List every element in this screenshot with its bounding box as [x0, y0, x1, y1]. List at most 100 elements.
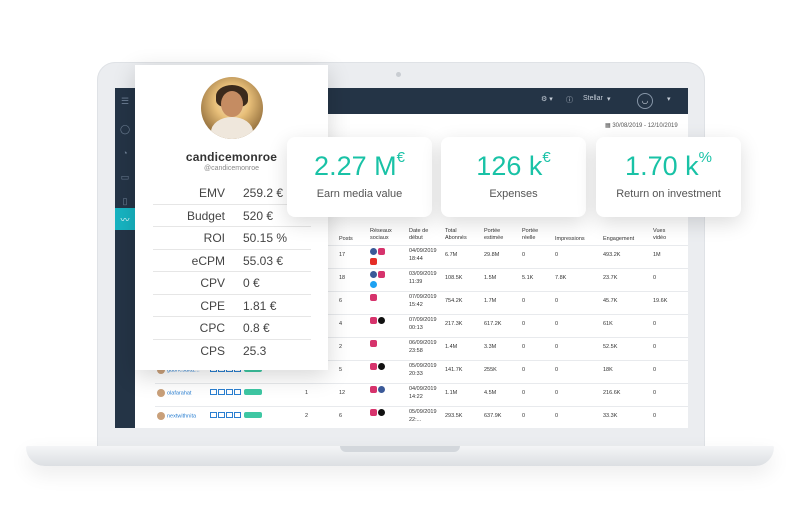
user-name[interactable]: olafarahat	[167, 390, 192, 397]
edit-icon[interactable]	[226, 389, 233, 395]
menu-icon[interactable]: ☰	[120, 95, 130, 106]
cell-posts: 17	[339, 252, 346, 258]
tk-icon[interactable]	[378, 409, 385, 416]
cell-impressions: 0	[555, 252, 559, 258]
metric-row: CPS 25.3	[153, 340, 311, 363]
user-name[interactable]: gabriesalaz...	[167, 367, 200, 374]
sidebar-item-check-icon[interactable]: ◯	[119, 123, 131, 134]
metric-value: 0 €	[243, 276, 260, 290]
cell-impressions: 0	[555, 413, 559, 419]
row-actions	[210, 412, 262, 419]
ig-icon[interactable]	[370, 386, 377, 393]
kpi-earned-media-value: 2.27 M€ Earn media value	[287, 137, 432, 217]
cell-posts: 6	[339, 298, 343, 304]
metric-value: 50.15 %	[243, 231, 288, 245]
metric-row: ROI 50.15 %	[153, 227, 311, 250]
cell-time: 20:33	[409, 371, 423, 377]
cell-abonnes: 217.3K	[445, 321, 463, 327]
doc-icon[interactable]	[218, 412, 225, 418]
tw-icon[interactable]	[370, 281, 377, 288]
social-icons	[370, 340, 390, 350]
fb-icon[interactable]	[378, 386, 385, 393]
social-icons	[370, 271, 390, 291]
cell-abonnes: 754.2K	[445, 298, 463, 304]
kpi-label: Return on investment	[616, 188, 721, 200]
date-range-picker[interactable]: ▦ 30/08/2019 - 12/10/2019	[605, 122, 678, 129]
metric-label: CPV	[200, 276, 225, 290]
view-icon[interactable]	[210, 412, 217, 418]
cell-vues: 1M	[653, 252, 661, 258]
fb-icon[interactable]	[370, 248, 377, 255]
header-chevron-down-icon[interactable]: ▾	[667, 96, 671, 103]
metric-label: ROI	[203, 231, 225, 245]
metric-value: 25.3	[243, 343, 267, 358]
col-posts[interactable]: Posts	[339, 236, 353, 242]
sidebar-item-people-icon[interactable]: ◔	[122, 148, 128, 158]
user-cell[interactable]: olafarahat	[157, 389, 191, 397]
col-reseaux[interactable]: Réseaux sociaux	[370, 228, 392, 241]
edit-icon[interactable]	[226, 412, 233, 418]
cell-time: 18:44	[409, 256, 423, 262]
cell-reelle: 5.1K	[522, 275, 534, 281]
col-reelle[interactable]: Portée réelle	[522, 228, 539, 241]
ig-icon[interactable]	[370, 340, 377, 347]
kpi-label: Earn media value	[316, 188, 403, 200]
cell-engagement: 45.7K	[603, 298, 618, 304]
cell-date: 03/09/2019	[409, 271, 437, 277]
chart-icon[interactable]	[234, 389, 241, 395]
ig-icon[interactable]	[370, 363, 377, 370]
doc-icon[interactable]	[218, 389, 225, 395]
cell-abonnes: 141.7K	[445, 367, 463, 373]
sidebar-item-doc-icon[interactable]: ▯	[122, 195, 128, 206]
ig-icon[interactable]	[370, 409, 377, 416]
social-icons	[370, 409, 390, 419]
col-engagement[interactable]: Engagement	[603, 236, 635, 242]
col-abonnes[interactable]: Total Abonnés	[445, 228, 467, 241]
ig-icon[interactable]	[370, 317, 377, 324]
cell-vues: 19.6K	[653, 298, 668, 304]
cell-date: 04/09/2019	[409, 248, 437, 254]
sidebar-item-mail-icon[interactable]: ▭	[120, 171, 130, 182]
user-name[interactable]: nextwithnita	[167, 413, 197, 420]
cell-engagement: 216.6K	[603, 390, 621, 396]
view-icon[interactable]	[210, 389, 217, 395]
cell-count: 1	[305, 390, 309, 396]
kpi-label: Expenses	[489, 188, 538, 200]
table-row-divider	[155, 406, 688, 407]
cell-count: 2	[305, 413, 309, 419]
sidebar-item-analytics-icon[interactable]: 〰	[115, 208, 135, 230]
col-impressions[interactable]: Impressions	[555, 236, 585, 242]
col-vues[interactable]: Vues vidéo	[653, 228, 667, 241]
calendar-icon: ▦	[605, 123, 611, 129]
cell-date: 07/09/2019	[409, 294, 437, 300]
help-icon[interactable]: ⓘ	[566, 97, 573, 104]
chart-icon[interactable]	[234, 412, 241, 418]
metric-label: eCPM	[191, 253, 225, 268]
col-date[interactable]: Date de début	[409, 228, 429, 241]
cell-engagement: 33.3K	[603, 413, 618, 419]
table-row-divider	[155, 360, 688, 361]
cell-posts: 2	[339, 344, 343, 350]
cell-vues: 0	[653, 321, 657, 327]
settings-icon[interactable]: ⚙ ▾	[541, 96, 553, 103]
tk-icon[interactable]	[378, 317, 385, 324]
user-cell[interactable]: nextwithnita	[157, 412, 196, 420]
tk-icon[interactable]	[378, 363, 385, 370]
cell-reelle: 0	[522, 390, 526, 396]
fb-icon[interactable]	[370, 271, 377, 278]
col-estimee[interactable]: Portée estimée	[484, 228, 504, 241]
yt-icon[interactable]	[370, 258, 377, 265]
status-badge	[243, 389, 262, 395]
cell-abonnes: 293.5K	[445, 413, 463, 419]
metric-label: EMV	[198, 186, 225, 200]
user-avatar-icon[interactable]: ◡	[637, 93, 653, 109]
ig-icon[interactable]	[370, 294, 377, 301]
cell-time: 22:...	[409, 417, 422, 423]
ig-icon[interactable]	[378, 271, 385, 278]
profile-avatar	[201, 77, 263, 139]
cell-vues: 0	[653, 413, 657, 419]
ig-icon[interactable]	[378, 248, 385, 255]
header-user-name[interactable]: Stellar	[583, 95, 603, 102]
chevron-down-icon[interactable]: ▾	[607, 96, 611, 103]
user-cell[interactable]: gabriesalaz...	[157, 366, 200, 374]
